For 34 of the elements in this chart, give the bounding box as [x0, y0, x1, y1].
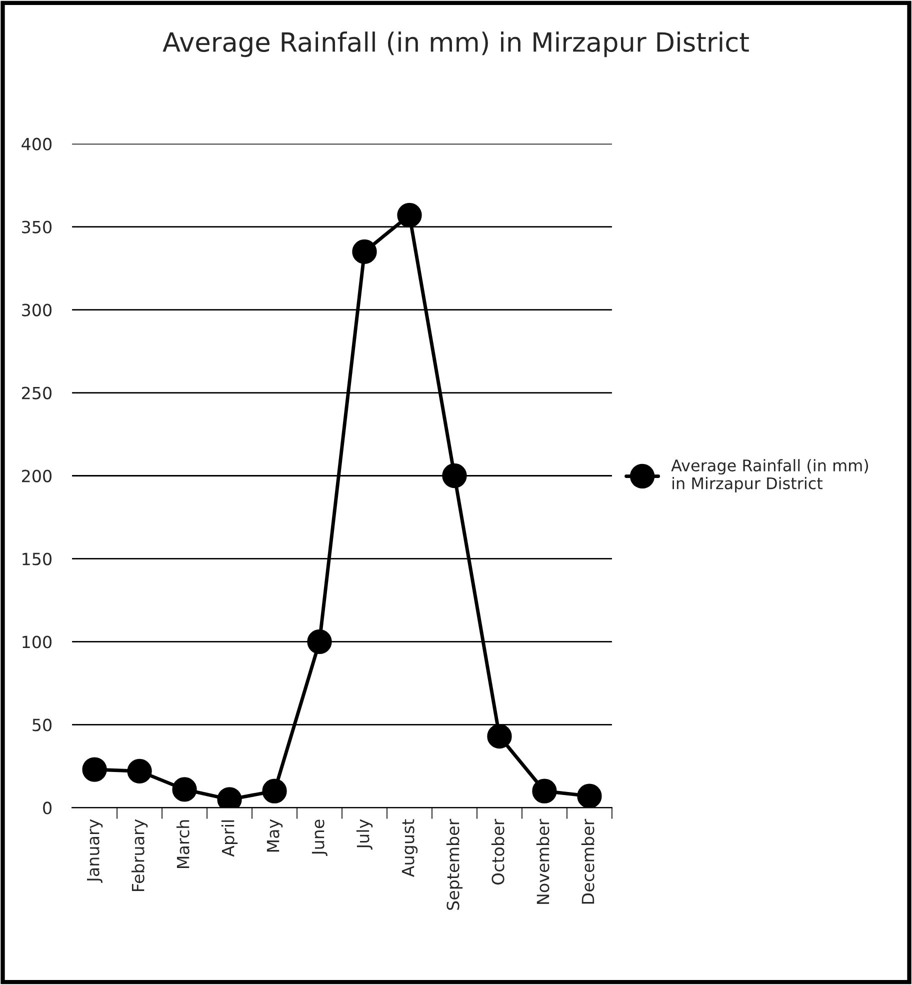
x-tick-label: September: [446, 818, 463, 910]
y-tick-label: 200: [22, 470, 52, 482]
y-tick-label: 250: [22, 386, 52, 400]
point: [487, 724, 512, 749]
x-tick-label: April: [221, 820, 238, 857]
point: [262, 778, 287, 804]
y-tick-label: 350: [22, 220, 52, 234]
chart-title: Average Rainfall (in mm) in Mirzapur District: [162, 32, 749, 58]
y-tick-label: 100: [22, 636, 52, 648]
x-tick-label: November: [536, 818, 550, 904]
y-tick-label: 0: [43, 802, 52, 814]
point: [577, 784, 602, 808]
x-tick-label: June: [312, 820, 328, 856]
x-tick-label: March: [176, 820, 190, 868]
point: [442, 463, 467, 488]
point: [82, 757, 107, 782]
legend-label: Average Rainfall (in mm) in Mirzapur District: [671, 459, 868, 492]
point: [172, 777, 197, 802]
point: [352, 239, 377, 264]
y-tick-label: 50: [32, 718, 52, 732]
point: [307, 629, 332, 654]
y-tick-label: 150: [22, 552, 52, 566]
y-tick-label: 400: [22, 138, 52, 150]
point: [127, 758, 152, 784]
x-tick-label: May: [266, 819, 283, 852]
x-tick-label: August: [402, 819, 418, 878]
x-tick-label: February: [131, 819, 148, 892]
point: [397, 202, 422, 228]
x-tick-label: December: [581, 818, 594, 904]
x-tick-label: July: [356, 819, 373, 850]
x-tick-label: January: [86, 819, 103, 883]
y-tick-label: 300: [22, 304, 52, 316]
point: [532, 778, 557, 804]
x-tick-label: October: [491, 818, 504, 885]
